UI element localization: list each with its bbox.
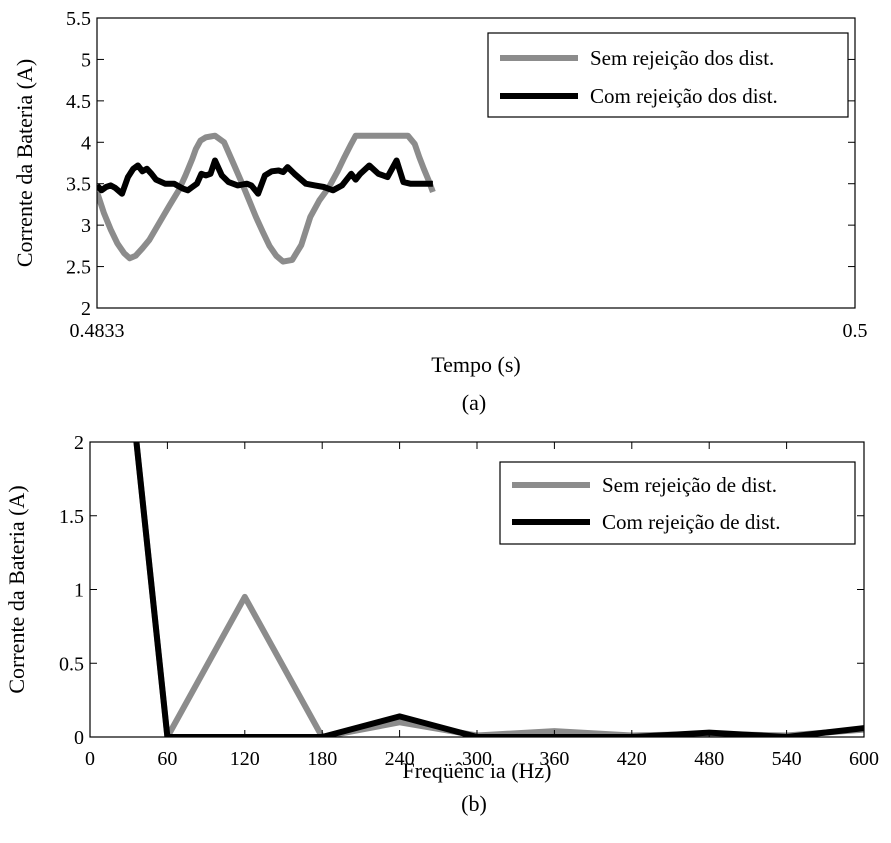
y-axis-label: Corrente da Bateria (A): [12, 59, 37, 267]
x-tick-label: 480: [694, 748, 724, 770]
series-line-com: [97, 157, 433, 197]
x-tick-label: 300: [462, 748, 492, 770]
chart-b: 0 0.5 1 1.5 2 0 60 120 180 240 300 360 420 480 540 600 F…: [4, 432, 879, 816]
legend-box: [487, 32, 849, 118]
x-tick-label: 180: [307, 748, 337, 770]
plot-frame: [96, 17, 856, 309]
x-tick-label: 420: [617, 748, 647, 770]
y-tick-label: 0: [74, 727, 84, 749]
legend-box: [499, 461, 856, 545]
y-tick-label: 0.5: [59, 653, 84, 675]
series-line-com: [133, 442, 864, 737]
x-tick-label: 0.4833: [70, 320, 125, 342]
series-line-sem: [97, 132, 436, 265]
x-tick-label: 600: [849, 748, 879, 770]
y-tick-label: 3.5: [66, 174, 91, 196]
figure-caption: (a): [462, 390, 486, 415]
legend-label: Com rejeição dos dist.: [590, 84, 778, 108]
y-tick-label: 5.5: [66, 8, 91, 30]
x-axis-label: Tempo (s): [431, 352, 521, 377]
chart-a: 2 2.5 3 3.5 4 4.5 5 5.5 0.4833 0.5 Tempo (s) Corren…: [12, 8, 868, 415]
legend-label: Sem rejeição de dist.: [602, 473, 777, 497]
x-tick-label: 0: [85, 748, 95, 770]
y-tick-label: 4: [81, 132, 91, 154]
x-tick-label: 540: [772, 748, 802, 770]
x-tick-label: 360: [539, 748, 569, 770]
legend: Sem rejeição de dist. Com rejeição de dis…: [499, 461, 856, 545]
y-tick-label: 2.5: [66, 257, 91, 279]
x-tick-label: 240: [385, 748, 415, 770]
y-tick-label: 4.5: [66, 91, 91, 113]
y-tick-label: 3: [81, 215, 91, 237]
y-tick-label: 2: [81, 298, 91, 320]
figure-caption: (b): [461, 791, 487, 816]
legend-label: Sem rejeição dos dist.: [590, 46, 774, 70]
x-axis-label: Freqüênc ia (Hz): [402, 758, 551, 783]
x-tick-label: 60: [157, 748, 177, 770]
x-tick-label: 120: [230, 748, 260, 770]
y-axis-label: Corrente da Bateria (A): [4, 485, 29, 693]
y-tick-label: 1.5: [59, 506, 84, 528]
y-tick-label: 2: [74, 432, 84, 454]
y-tick-label: 1: [74, 580, 84, 602]
legend-label: Com rejeição de dist.: [602, 510, 780, 534]
x-tick-label: 0.5: [843, 320, 868, 342]
legend: Sem rejeição dos dist. Com rejeição dos d…: [487, 32, 849, 118]
y-tick-label: 5: [81, 49, 91, 71]
